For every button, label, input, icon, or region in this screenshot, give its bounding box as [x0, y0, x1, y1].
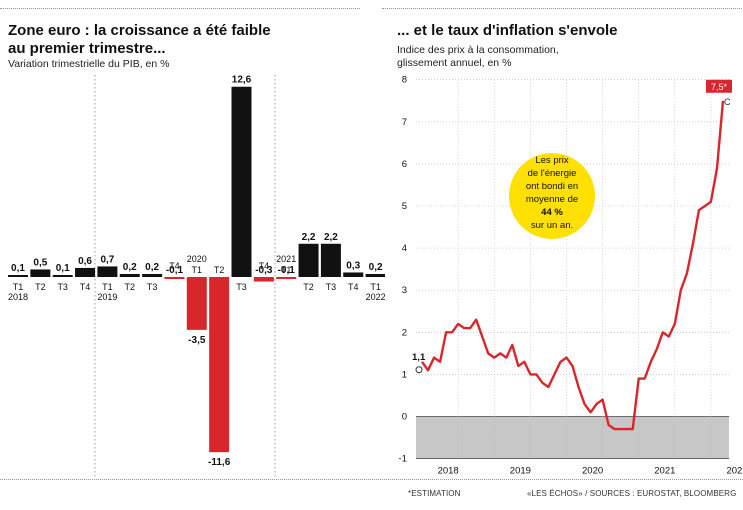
energy-callout-text: sur un an.	[531, 220, 573, 231]
gdp-bar	[186, 277, 207, 330]
gdp-bar	[276, 277, 297, 279]
quarter-tick-label: T3	[236, 282, 247, 292]
quarter-tick-label: T2	[214, 265, 225, 275]
gdp-value-label: 0,2	[369, 262, 383, 273]
gdp-bar	[97, 266, 118, 277]
quarter-tick-label: T1	[370, 282, 381, 292]
inflation-chart-title: ... et le taux d'inflation s'envole	[397, 22, 618, 39]
footnote-estimation: *ESTIMATION	[408, 489, 461, 498]
y-tick-label: 8	[402, 75, 407, 86]
quarter-tick-label: T1	[192, 265, 203, 275]
y-tick-label: 6	[402, 159, 407, 170]
footer-divider	[0, 479, 743, 480]
y-tick-label: 7	[402, 117, 407, 128]
energy-callout-text: moyenne de	[526, 194, 578, 205]
x-tick-label: 2018	[438, 466, 459, 477]
end-point-marker: C	[724, 97, 731, 107]
quarter-tick-label: T1	[102, 282, 113, 292]
energy-callout-text: ont bondi en	[526, 181, 578, 192]
gdp-bar	[253, 277, 274, 282]
inflation-line	[421, 100, 725, 431]
top-border-right	[382, 8, 742, 9]
gdp-value-label: 0,7	[100, 254, 114, 265]
quarter-tick-label: T3	[57, 282, 68, 292]
gdp-bar	[298, 243, 319, 277]
quarter-tick-label: T4	[348, 282, 359, 292]
gdp-value-label: 0,5	[33, 257, 47, 268]
gdp-bar	[30, 269, 51, 277]
gdp-value-label: 0,2	[145, 262, 159, 273]
source-credit: «LES ÉCHOS» / SOURCES : EUROSTAT, BLOOMB…	[527, 489, 737, 498]
gdp-bar	[52, 275, 73, 277]
gdp-bar	[209, 277, 230, 453]
inflation-chart-subtitle-line1: Indice des prix à la consommation,	[397, 44, 559, 56]
gdp-value-label: 0,3	[346, 260, 360, 271]
quarter-tick-label: T1	[13, 282, 24, 292]
gdp-value-label: 2,2	[324, 232, 338, 243]
gdp-value-label: 0,2	[123, 262, 137, 273]
year-tick-label: 2022	[366, 292, 385, 302]
start-value-label: 1,1	[412, 352, 426, 363]
inflation-chart-subtitle-line2: glissement annuel, en %	[397, 57, 512, 69]
gdp-value-label: -0,3	[255, 265, 273, 276]
y-tick-label: 0	[402, 412, 407, 423]
x-tick-label: 2022	[726, 466, 743, 477]
gdp-value-label: 12,6	[232, 75, 252, 86]
year-tick-label: 2019	[97, 292, 117, 302]
gdp-bar-chart: 0,1T120180,5T20,1T30,6T40,7T120190,2T20,…	[8, 75, 385, 478]
energy-callout-text: Les prix	[535, 155, 569, 166]
energy-callout-text: de l'énergie	[528, 168, 577, 179]
year-tick-label: 2021	[276, 254, 296, 264]
quarter-tick-label: T2	[124, 282, 135, 292]
gdp-bar	[320, 243, 341, 277]
gdp-bar	[119, 273, 140, 277]
y-tick-label: -1	[399, 454, 407, 465]
y-tick-label: 5	[402, 201, 407, 212]
quarter-tick-label: T4	[80, 282, 91, 292]
energy-callout-circle	[509, 153, 595, 239]
gdp-value-label: -3,5	[188, 335, 206, 346]
quarter-tick-label: T4	[259, 261, 270, 271]
year-tick-label: 2018	[8, 292, 28, 302]
quarter-tick-label: T3	[326, 282, 337, 292]
inflation-line-chart: -1 0 1 2 3 4 5 6 7 8 2018 2019 2020 2021 2022 1,1 7,5* C L…	[399, 75, 743, 477]
y-tick-label: 4	[402, 243, 407, 254]
gdp-bar	[8, 275, 28, 277]
quarter-tick-label: T1	[281, 265, 292, 275]
y-tick-label: 1	[402, 369, 407, 380]
gdp-value-label: -0,1	[278, 265, 296, 276]
gdp-chart-title-line1: Zone euro : la croissance a été faible	[8, 22, 271, 39]
gdp-value-label: -11,6	[208, 457, 231, 468]
gdp-bar	[142, 273, 163, 277]
quarter-tick-label: T3	[147, 282, 158, 292]
quarter-tick-label: T2	[303, 282, 314, 292]
y-tick-label: 3	[402, 285, 407, 296]
gdp-bar	[164, 277, 185, 279]
top-border-left	[0, 8, 360, 9]
end-value-badge	[705, 79, 732, 93]
x-tick-label: 2020	[582, 466, 603, 477]
quarter-tick-label: T4	[169, 261, 180, 271]
gdp-bar	[75, 267, 96, 277]
gdp-value-label: 2,2	[302, 232, 316, 243]
gdp-value-label: 0,6	[78, 256, 92, 267]
y-tick-label: 2	[402, 327, 407, 338]
quarter-tick-label: T2	[35, 282, 46, 292]
negative-zone-shading	[416, 416, 729, 459]
year-tick-label: 2020	[187, 254, 207, 264]
gdp-value-label: -0,1	[166, 265, 184, 276]
x-tick-label: 2019	[510, 466, 531, 477]
end-value-label: 7,5*	[711, 82, 728, 92]
gdp-chart-title-line2: au premier trimestre...	[8, 40, 166, 57]
gdp-bar	[365, 273, 385, 277]
energy-callout-text: 44 %	[541, 207, 563, 218]
start-point-marker	[415, 366, 423, 374]
x-tick-label: 2021	[654, 466, 675, 477]
gdp-value-label: 0,1	[11, 263, 25, 274]
gdp-chart-subtitle: Variation trimestrielle du PIB, en %	[8, 58, 170, 70]
gdp-value-label: 0,1	[56, 263, 70, 274]
gdp-bar	[343, 272, 364, 277]
gdp-bar	[231, 86, 252, 278]
